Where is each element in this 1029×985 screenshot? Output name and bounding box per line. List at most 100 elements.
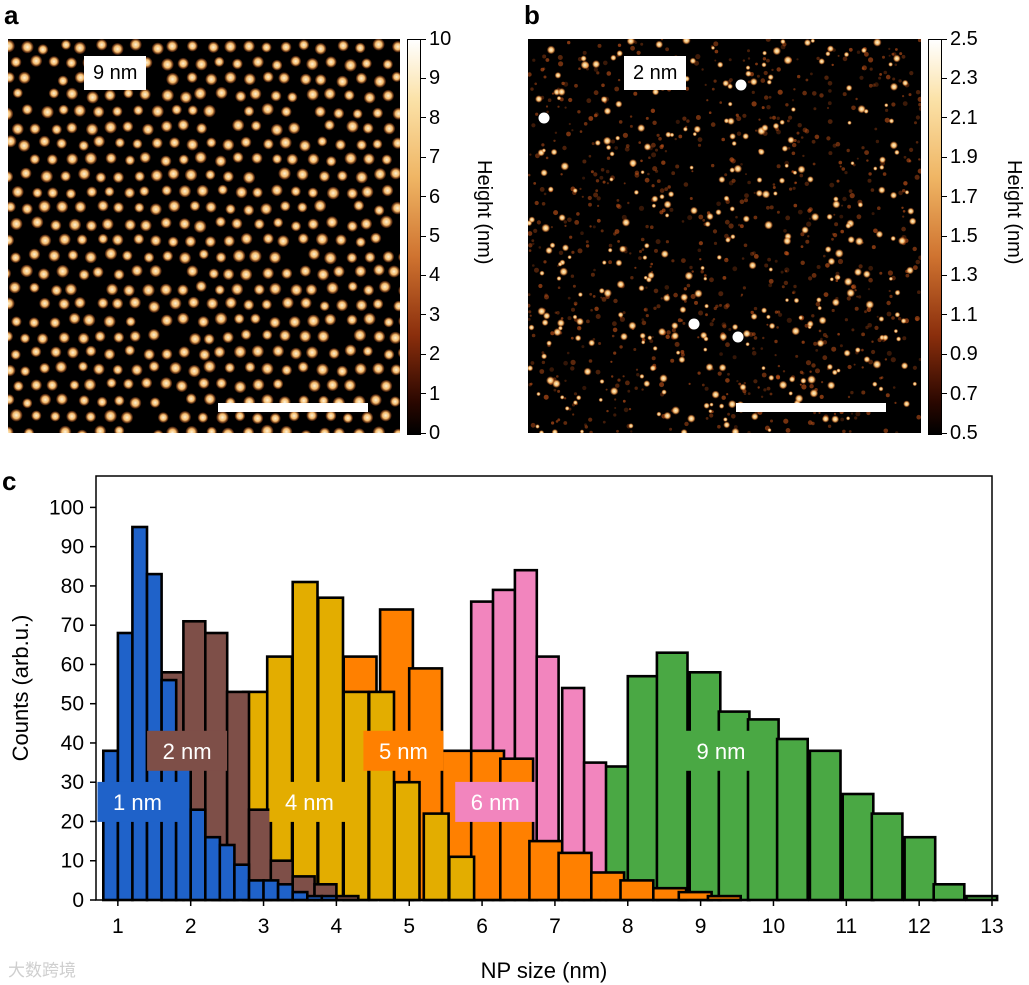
afm-particle — [552, 379, 561, 388]
afm-noise — [740, 224, 744, 229]
afm-particle — [801, 226, 809, 234]
afm-noise — [800, 260, 805, 265]
afm-particle — [675, 350, 681, 355]
afm-noise — [530, 87, 534, 91]
afm-particle — [668, 191, 675, 198]
afm-noise — [828, 151, 833, 156]
afm-noise — [831, 346, 837, 352]
colorbar-tick-mark — [942, 274, 947, 276]
histogram-bar — [316, 596, 345, 902]
afm-noise — [619, 345, 623, 349]
afm-particle — [863, 108, 869, 114]
afm-particle — [742, 215, 750, 223]
afm-particle — [185, 426, 198, 433]
afm-particle — [252, 412, 264, 424]
afm-noise — [810, 72, 813, 76]
afm-particle — [232, 58, 243, 70]
colorbar-tick-mark — [421, 196, 426, 198]
afm-noise — [705, 313, 708, 317]
afm-particle — [28, 317, 40, 329]
afm-particle — [554, 72, 562, 79]
afm-particle — [185, 393, 197, 405]
afm-particle — [669, 132, 675, 138]
afm-particle — [57, 75, 69, 86]
afm-noise — [659, 188, 665, 193]
afm-particle — [639, 332, 646, 339]
afm-noise — [871, 340, 874, 343]
afm-particle — [603, 136, 612, 145]
afm-noise — [844, 171, 848, 175]
afm-particle — [232, 152, 244, 163]
afm-particle — [398, 253, 400, 262]
afm-noise — [895, 48, 898, 51]
afm-particle — [355, 299, 368, 312]
afm-particle — [40, 170, 53, 183]
afm-particle — [177, 119, 189, 131]
afm-noise — [807, 208, 812, 213]
afm-particle — [807, 375, 816, 384]
afm-noise — [879, 376, 882, 380]
afm-particle — [252, 378, 265, 391]
afm-particle — [150, 169, 163, 182]
afm-noise — [691, 170, 694, 173]
colorbar-tick-label: 2.1 — [950, 106, 978, 129]
afm-particle — [344, 344, 357, 357]
afm-particle — [39, 362, 50, 374]
colorbar-tick-label: 2 — [429, 343, 441, 366]
afm-particle — [179, 91, 192, 104]
afm-particle — [178, 185, 191, 198]
afm-particle — [723, 421, 730, 429]
afm-noise — [918, 158, 921, 161]
afm-noise — [721, 322, 727, 328]
afm-particle — [894, 149, 900, 155]
afm-noise — [616, 199, 620, 202]
afm-particle — [184, 168, 198, 182]
afm-particle — [835, 249, 844, 258]
afm-particle — [20, 167, 32, 179]
afm-particle — [59, 425, 72, 433]
afm-noise — [760, 395, 764, 398]
afm-noise — [541, 360, 546, 365]
afm-noise — [816, 56, 820, 61]
afm-particle — [855, 237, 864, 246]
afm-particle — [704, 303, 709, 309]
afm-noise — [902, 95, 905, 98]
colorbar-tick-mark — [942, 353, 947, 355]
afm-noise — [901, 226, 906, 232]
afm-noise — [901, 206, 904, 209]
afm-particle — [48, 249, 61, 262]
afm-noise — [753, 254, 759, 259]
afm-particle — [843, 349, 851, 357]
afm-noise — [678, 134, 683, 139]
afm-particle — [528, 365, 534, 372]
afm-noise — [873, 228, 878, 234]
afm-noise — [894, 401, 897, 404]
afm-noise — [804, 181, 809, 186]
afm-particle — [682, 39, 691, 45]
afm-noise — [815, 301, 821, 307]
afm-noise — [644, 177, 650, 183]
afm-particle — [96, 396, 108, 408]
afm-noise — [752, 251, 756, 255]
afm-particle — [150, 203, 162, 216]
afm-noise — [761, 372, 767, 378]
afm-noise — [528, 293, 531, 297]
afm-noise — [751, 350, 757, 356]
histogram-bar — [393, 780, 421, 902]
afm-particle — [261, 424, 274, 433]
afm-noise — [837, 258, 844, 265]
histogram-bar — [174, 753, 193, 902]
afm-particle — [572, 188, 578, 194]
afm-particle — [663, 294, 671, 302]
afm-noise — [778, 312, 783, 317]
series-label: 5 nm — [379, 739, 428, 764]
afm-noise — [846, 296, 851, 301]
afm-particle — [125, 316, 136, 327]
afm-noise — [918, 102, 921, 107]
afm-noise — [618, 120, 623, 124]
afm-noise — [861, 146, 865, 150]
afm-particle — [10, 252, 21, 263]
afm-particle — [243, 40, 255, 53]
afm-particle — [84, 152, 98, 165]
afm-particle — [84, 251, 97, 264]
